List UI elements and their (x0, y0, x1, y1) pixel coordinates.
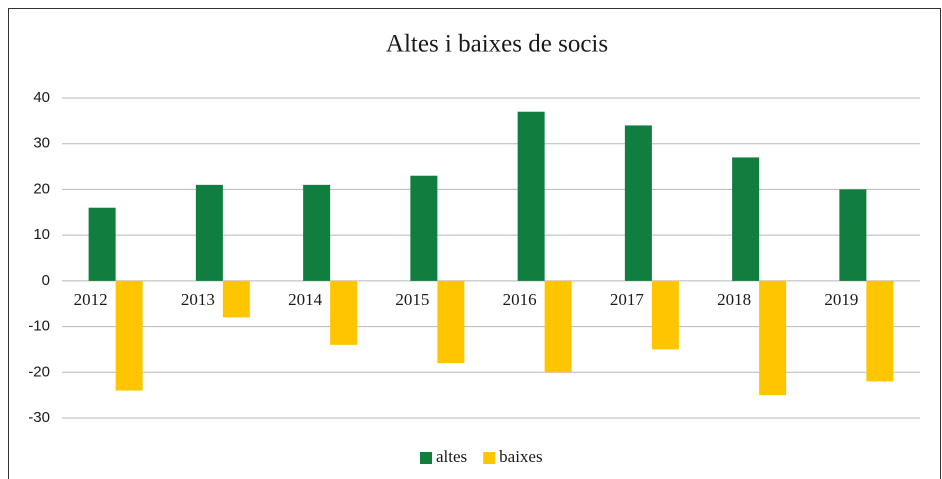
y-tick-label: 20 (33, 180, 50, 197)
legend-swatch (420, 452, 432, 464)
x-tick-label: 2012 (74, 290, 108, 309)
bar (330, 280, 358, 345)
bar (544, 280, 572, 373)
y-tick-label: 0 (42, 272, 50, 289)
bar (195, 184, 223, 281)
legend-swatch (483, 452, 496, 464)
bar (624, 125, 652, 281)
bar (222, 280, 250, 318)
bar (437, 280, 465, 364)
bar (839, 189, 867, 281)
y-tick-label: -10 (28, 318, 50, 335)
y-tick-label: 40 (33, 89, 50, 106)
bar (866, 280, 894, 382)
chart-frame (8, 8, 941, 479)
bar (732, 157, 760, 281)
bar (303, 184, 331, 281)
x-tick-label: 2015 (395, 290, 429, 309)
x-tick-label: 2016 (503, 290, 537, 309)
legend-label: baixes (499, 447, 542, 466)
x-tick-label: 2014 (288, 290, 323, 309)
x-tick-label: 2017 (610, 290, 645, 309)
x-tick-label: 2019 (824, 290, 858, 309)
x-tick-label: 2013 (181, 290, 215, 309)
y-tick-label: 30 (33, 135, 50, 152)
y-tick-label: -20 (28, 363, 50, 380)
legend-label: altes (436, 447, 467, 466)
bar (410, 175, 438, 281)
bar (517, 111, 545, 281)
y-tick-label: 10 (33, 226, 50, 243)
bar (115, 280, 143, 391)
bar (759, 280, 787, 396)
bar (88, 207, 116, 281)
x-tick-label: 2018 (717, 290, 751, 309)
chart-title: Altes i baixes de socis (386, 31, 608, 58)
y-tick-label: -30 (28, 409, 50, 426)
bar (651, 280, 679, 350)
